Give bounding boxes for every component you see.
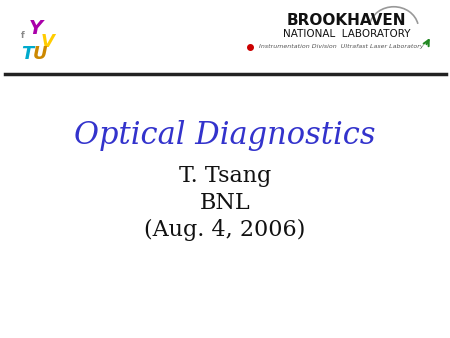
Text: T. Tsang: T. Tsang	[179, 165, 271, 187]
Text: V: V	[40, 33, 54, 51]
Text: Instrumentation Division  Ultrafast Laser Laboratory: Instrumentation Division Ultrafast Laser…	[259, 44, 423, 49]
Text: f: f	[21, 31, 24, 40]
Text: (Aug. 4, 2006): (Aug. 4, 2006)	[144, 219, 306, 241]
Text: BROOKHAVEN: BROOKHAVEN	[287, 14, 406, 28]
Text: NATIONAL  LABORATORY: NATIONAL LABORATORY	[283, 29, 410, 40]
Text: BNL: BNL	[200, 192, 250, 214]
Text: T: T	[21, 45, 33, 63]
Text: Optical Diagnostics: Optical Diagnostics	[74, 120, 376, 151]
Text: U: U	[33, 45, 48, 63]
Text: Y: Y	[29, 19, 43, 38]
